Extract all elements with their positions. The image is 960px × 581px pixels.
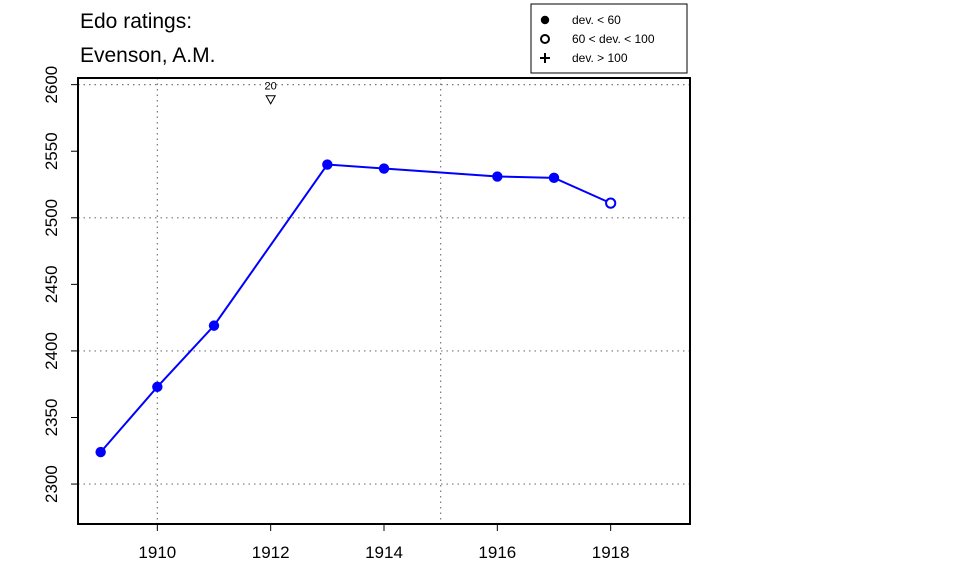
y-tick-label: 2500 <box>42 199 61 237</box>
data-point <box>322 159 333 170</box>
legend-entries: dev. < 60 60 < dev. < 100 dev. > 100 <box>540 13 655 65</box>
x-tick-label: 1918 <box>592 543 630 562</box>
y-tick-label: 2350 <box>42 399 61 437</box>
legend-open-circle-icon <box>540 34 550 44</box>
grid-layer <box>78 78 690 524</box>
y-tick-label: 2300 <box>42 465 61 503</box>
data-point <box>95 446 106 458</box>
data-point <box>605 197 617 209</box>
annotation-layer: 20 <box>265 80 277 105</box>
y-tick-label: 2400 <box>42 332 61 370</box>
data-point <box>378 163 390 174</box>
legend-filled-circle-icon <box>540 15 550 25</box>
x-axis: 1910 1912 1914 1916 1918 <box>138 524 630 562</box>
y-tick-label: 2450 <box>42 265 61 303</box>
series-layer <box>95 159 617 458</box>
rating-line <box>99 163 612 453</box>
x-tick-label: 1914 <box>365 543 403 562</box>
legend-label: dev. < 60 <box>572 13 621 27</box>
down-triangle-icon <box>265 95 277 105</box>
data-point <box>208 320 220 331</box>
legend-box <box>530 3 688 74</box>
data-point <box>492 171 503 182</box>
x-tick-label: 1912 <box>252 543 290 562</box>
x-tick-label: 1910 <box>138 543 176 562</box>
legend-plus-icon <box>540 53 550 63</box>
legend-label: 60 < dev. < 100 <box>572 32 655 46</box>
y-tick-label: 2600 <box>42 66 61 104</box>
x-tick-label: 1916 <box>478 543 516 562</box>
legend: dev. < 60 60 < dev. < 100 dev. > 100 <box>530 3 688 74</box>
chart-title-line-2: Evenson, A.M. <box>80 44 215 67</box>
y-axis: 2300 2350 2400 2450 2500 2550 2600 <box>42 66 78 503</box>
y-tick-label: 2550 <box>42 132 61 170</box>
chart-title-line-1: Edo ratings: <box>80 10 192 33</box>
data-point <box>152 381 163 393</box>
annotation-label: 20 <box>265 80 277 92</box>
data-point <box>548 172 560 184</box>
legend-label: dev. > 100 <box>572 51 628 65</box>
plot-frame <box>77 77 691 525</box>
